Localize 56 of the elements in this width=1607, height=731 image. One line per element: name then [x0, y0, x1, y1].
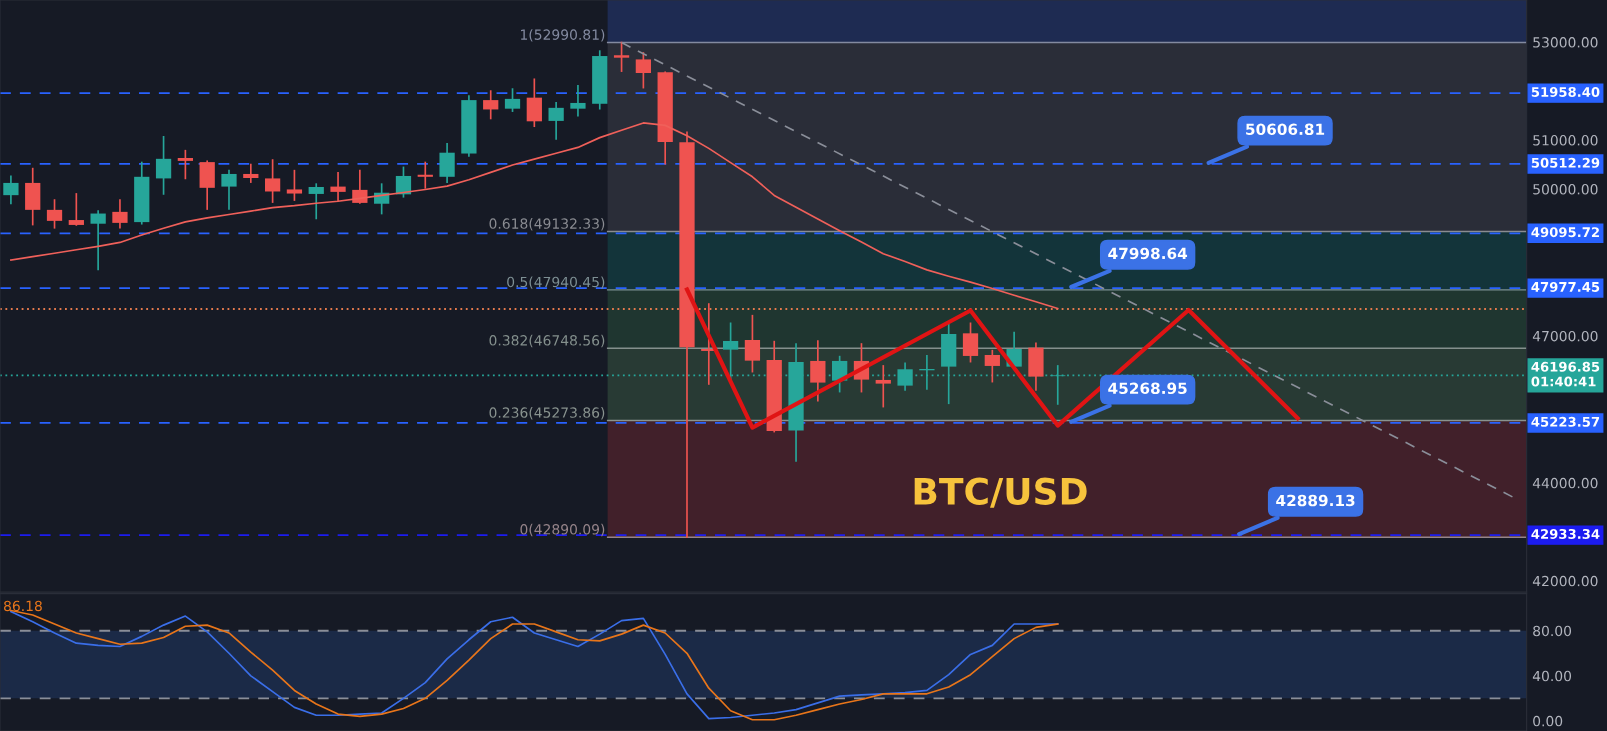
candlestick	[483, 90, 499, 120]
ref-line-label: 47977.45	[1531, 281, 1600, 292]
annotation: 50606.81	[1246, 123, 1325, 136]
candlestick	[264, 159, 281, 203]
band-label: 1(52990.81)	[521, 29, 605, 42]
candlestick	[112, 199, 128, 229]
candlestick	[744, 314, 761, 373]
line-series	[684, 287, 1300, 430]
candlestick	[635, 52, 652, 89]
ref-line-label: 46196.85 01:40:41	[1531, 361, 1600, 387]
band-label: 0.5(47940.45)	[507, 276, 605, 289]
band-label: 0.382(46748.56)	[489, 334, 605, 348]
annotation: 45268.95	[1108, 382, 1187, 395]
candlestick	[90, 210, 106, 271]
y-tick-label: 44000.00	[1532, 477, 1598, 489]
candlestick	[330, 171, 346, 201]
candlestick	[570, 84, 586, 117]
annotation: BTC/USD	[914, 477, 1087, 508]
candlestick	[504, 88, 521, 112]
band-label: 0.618(49132.33)	[489, 218, 605, 231]
line-series	[10, 122, 1059, 310]
candlestick	[548, 102, 564, 140]
candlestick	[308, 183, 324, 220]
y-tick-label: 53000.00	[1533, 37, 1598, 48]
candlestick	[68, 193, 84, 226]
y-tick-label: 51000.00	[1533, 135, 1598, 146]
candlestick	[613, 41, 630, 72]
annotation: 47998.64	[1108, 247, 1188, 260]
annotation: 86.18	[4, 600, 42, 612]
candlestick	[155, 136, 172, 195]
candlestick	[221, 169, 237, 210]
y-tick-label: 0.00	[1533, 715, 1563, 727]
y-tick-label: 80.00	[1533, 625, 1572, 637]
candlestick	[875, 365, 891, 408]
y-tick-label: 40.00	[1532, 670, 1572, 682]
ref-line-label: 45223.57	[1531, 416, 1600, 427]
candlestick	[243, 163, 259, 183]
candlestick	[526, 78, 542, 128]
ref-line-label: 50512.29	[1531, 157, 1600, 168]
ref-line-label: 49095.72	[1531, 227, 1599, 238]
candlestick	[810, 340, 826, 402]
y-tick-label: 47000.00	[1532, 330, 1598, 342]
band-label: 0.236(45273.86)	[489, 407, 605, 420]
candlestick	[984, 349, 1000, 383]
candlestick	[417, 161, 433, 189]
candlestick	[46, 199, 63, 229]
candlestick	[962, 322, 979, 363]
candlestick	[286, 169, 303, 201]
y-tick-label: 50000.00	[1533, 184, 1598, 195]
candlestick	[177, 149, 194, 180]
candlestick	[3, 175, 19, 205]
band-label: 0(42890.09)	[520, 523, 605, 537]
ref-line-label: 42933.34	[1531, 528, 1600, 539]
ref-line-label: 51958.40	[1531, 86, 1600, 97]
annotation: 42889.13	[1276, 494, 1355, 507]
y-tick-label: 42000.00	[1532, 575, 1598, 587]
